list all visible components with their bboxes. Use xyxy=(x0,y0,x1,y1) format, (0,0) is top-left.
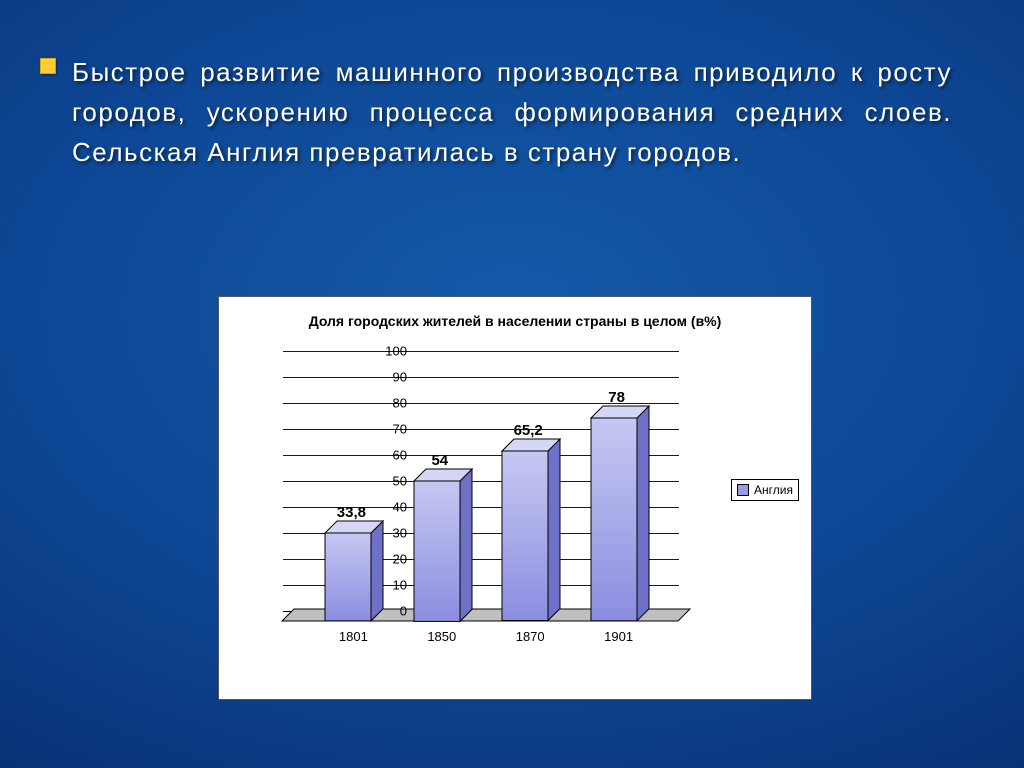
body-text-line: Быстрое развитие машинного производства … xyxy=(72,57,952,167)
gridline xyxy=(283,351,679,352)
y-tick-label: 30 xyxy=(357,526,407,541)
body-text: Быстрое развитие машинного производства … xyxy=(72,52,952,172)
bar-value-label: 54 xyxy=(410,452,470,469)
y-tick-label: 70 xyxy=(357,422,407,437)
bar-value-label: 78 xyxy=(587,389,647,406)
x-tick-label: 1801 xyxy=(328,629,378,644)
plot-area: 33,85465,278 xyxy=(283,351,679,612)
bullet-icon xyxy=(40,58,56,74)
gridline xyxy=(283,377,679,378)
y-tick-label: 10 xyxy=(357,578,407,593)
y-tick-label: 90 xyxy=(357,370,407,385)
legend-label: Англия xyxy=(754,483,793,497)
slide: Быстрое развитие машинного производства … xyxy=(0,0,1024,768)
x-tick-label: 1850 xyxy=(417,629,467,644)
slide-text-block: Быстрое развитие машинного производства … xyxy=(72,52,952,172)
bar: 54 xyxy=(414,471,472,623)
chart-legend: Англия xyxy=(731,479,799,501)
bar-value-label: 65,2 xyxy=(498,422,558,439)
x-tick-label: 1901 xyxy=(594,629,644,644)
chart-container: Доля городских жителей в населении стран… xyxy=(218,296,812,700)
y-tick-label: 0 xyxy=(357,604,407,619)
bar: 65,2 xyxy=(502,441,560,623)
chart-title: Доля городских жителей в населении стран… xyxy=(219,297,811,339)
y-tick-label: 20 xyxy=(357,552,407,567)
y-tick-label: 80 xyxy=(357,396,407,411)
y-tick-label: 100 xyxy=(357,344,407,359)
chart-body: 33,85465,278 Англия 01020304050607080901… xyxy=(219,343,811,663)
y-tick-label: 50 xyxy=(357,474,407,489)
legend-swatch xyxy=(737,484,749,496)
x-tick-label: 1870 xyxy=(505,629,555,644)
y-tick-label: 40 xyxy=(357,500,407,515)
bar: 78 xyxy=(591,408,649,623)
y-tick-label: 60 xyxy=(357,448,407,463)
